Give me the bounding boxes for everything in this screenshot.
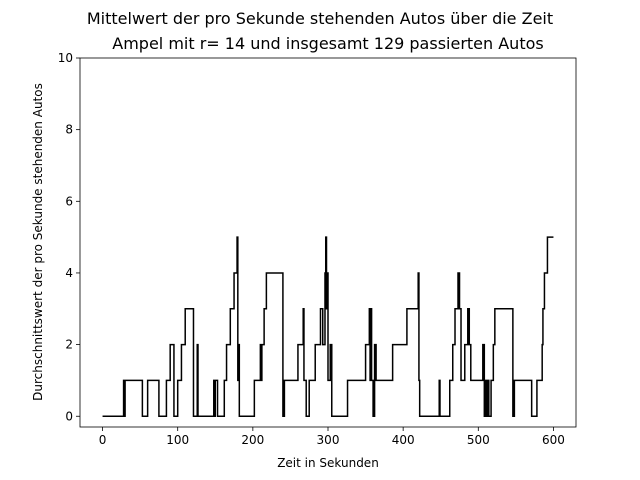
chart-subtitle: Ampel mit r= 14 und insgesamt 129 passie… <box>112 34 543 53</box>
x-tick-label: 600 <box>542 433 565 447</box>
y-tick-label: 0 <box>65 409 73 423</box>
x-tick-label: 300 <box>317 433 340 447</box>
chart-title: Mittelwert der pro Sekunde stehenden Aut… <box>87 9 553 28</box>
y-tick-label: 10 <box>58 51 73 65</box>
x-tick-label: 400 <box>392 433 415 447</box>
y-tick-label: 2 <box>65 338 73 352</box>
y-tick-label: 4 <box>65 266 73 280</box>
series-line <box>102 236 554 417</box>
y-axis-ticks: 0 2 4 6 8 10 <box>58 51 80 423</box>
x-tick-label: 100 <box>166 433 189 447</box>
x-axis-ticks: 0 100 200 300 400 500 600 <box>99 427 565 447</box>
y-axis-label: Durchschnittswert der pro Sekunde stehen… <box>31 83 45 401</box>
y-tick-label: 6 <box>65 194 73 208</box>
x-tick-label: 200 <box>241 433 264 447</box>
plot-area <box>79 57 577 428</box>
x-tick-label: 0 <box>99 433 107 447</box>
y-tick-label: 8 <box>65 123 73 137</box>
x-axis-label: Zeit in Sekunden <box>277 456 379 470</box>
x-tick-label: 500 <box>467 433 490 447</box>
